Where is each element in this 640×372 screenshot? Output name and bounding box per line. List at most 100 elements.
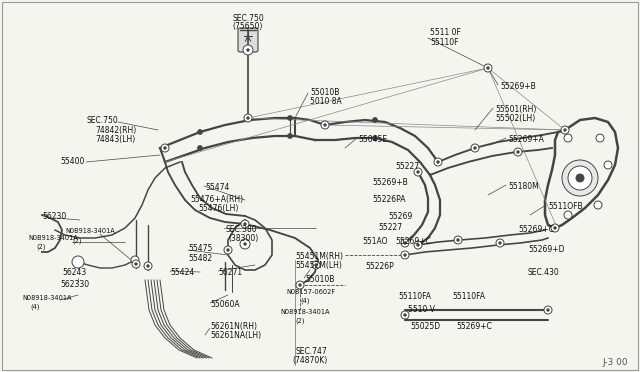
Circle shape bbox=[244, 114, 252, 122]
Circle shape bbox=[562, 160, 598, 196]
Text: 55451M(RH): 55451M(RH) bbox=[295, 252, 343, 261]
Text: SEC.380: SEC.380 bbox=[225, 225, 257, 234]
Circle shape bbox=[135, 263, 137, 265]
Text: 55482: 55482 bbox=[188, 254, 212, 263]
Circle shape bbox=[287, 134, 292, 138]
Circle shape bbox=[417, 244, 419, 246]
Text: N08157-0602F: N08157-0602F bbox=[286, 289, 335, 295]
Circle shape bbox=[474, 147, 476, 149]
Text: 55269+C: 55269+C bbox=[395, 237, 431, 246]
Circle shape bbox=[596, 134, 604, 142]
Circle shape bbox=[404, 242, 406, 244]
Text: 74842(RH): 74842(RH) bbox=[95, 126, 136, 135]
Text: 5010 8A: 5010 8A bbox=[310, 97, 342, 106]
Text: 5511OFB: 5511OFB bbox=[548, 202, 582, 211]
Circle shape bbox=[247, 49, 249, 51]
Circle shape bbox=[227, 249, 229, 251]
Text: SEC.750: SEC.750 bbox=[86, 116, 118, 125]
Circle shape bbox=[568, 166, 592, 190]
Text: 55269+C: 55269+C bbox=[456, 322, 492, 331]
Circle shape bbox=[296, 281, 304, 289]
Circle shape bbox=[404, 314, 406, 316]
Text: (2): (2) bbox=[36, 244, 45, 250]
Text: 55110F: 55110F bbox=[430, 38, 458, 47]
Circle shape bbox=[471, 144, 479, 152]
Circle shape bbox=[576, 174, 584, 182]
Text: 55226PA: 55226PA bbox=[372, 195, 406, 204]
Text: 55269+C: 55269+C bbox=[518, 225, 554, 234]
Text: 55227: 55227 bbox=[378, 223, 402, 232]
Circle shape bbox=[324, 124, 326, 126]
Circle shape bbox=[299, 284, 301, 286]
Text: 74843(LH): 74843(LH) bbox=[95, 135, 135, 144]
Text: (38300): (38300) bbox=[228, 234, 259, 243]
Text: (74870K): (74870K) bbox=[292, 356, 327, 365]
Circle shape bbox=[554, 227, 556, 229]
Circle shape bbox=[72, 256, 84, 268]
Circle shape bbox=[401, 251, 409, 259]
Text: N08918-3401A: N08918-3401A bbox=[22, 295, 72, 301]
Text: 551AO: 551AO bbox=[362, 237, 387, 246]
Circle shape bbox=[315, 264, 317, 266]
Text: 55400: 55400 bbox=[61, 157, 85, 167]
Circle shape bbox=[240, 239, 250, 249]
Circle shape bbox=[247, 117, 249, 119]
Circle shape bbox=[132, 260, 140, 268]
Circle shape bbox=[517, 151, 519, 153]
Text: (2): (2) bbox=[295, 318, 305, 324]
Circle shape bbox=[312, 261, 320, 269]
Circle shape bbox=[414, 168, 422, 176]
Circle shape bbox=[514, 148, 522, 156]
Circle shape bbox=[372, 118, 378, 122]
Text: 55269: 55269 bbox=[388, 212, 412, 221]
Text: (2): (2) bbox=[72, 237, 81, 244]
Text: (75650): (75650) bbox=[233, 22, 263, 31]
Circle shape bbox=[487, 67, 489, 69]
Circle shape bbox=[404, 254, 406, 256]
Text: 55501(RH): 55501(RH) bbox=[495, 105, 536, 114]
Text: 55476(LH): 55476(LH) bbox=[198, 204, 238, 213]
Text: 55110FA: 55110FA bbox=[452, 292, 485, 301]
Circle shape bbox=[131, 256, 139, 264]
Text: 55025D: 55025D bbox=[410, 322, 440, 331]
Text: 55269+D: 55269+D bbox=[528, 245, 564, 254]
Text: (4): (4) bbox=[30, 304, 40, 311]
Circle shape bbox=[287, 115, 292, 121]
Text: 55476+A(RH): 55476+A(RH) bbox=[190, 195, 243, 204]
Text: 56261N(RH): 56261N(RH) bbox=[210, 322, 257, 331]
Circle shape bbox=[434, 158, 442, 166]
Circle shape bbox=[496, 239, 504, 247]
Text: N08918-3401A: N08918-3401A bbox=[280, 309, 330, 315]
Text: 56271: 56271 bbox=[218, 268, 242, 277]
Text: 55502(LH): 55502(LH) bbox=[495, 114, 535, 123]
Text: SEC.750: SEC.750 bbox=[232, 14, 264, 23]
Text: 55010B: 55010B bbox=[305, 275, 334, 284]
Circle shape bbox=[401, 239, 409, 247]
Circle shape bbox=[484, 64, 492, 72]
Text: 55474: 55474 bbox=[205, 183, 229, 192]
Circle shape bbox=[417, 171, 419, 173]
Text: 55060A: 55060A bbox=[210, 300, 239, 309]
Circle shape bbox=[551, 224, 559, 232]
Text: 55180M: 55180M bbox=[508, 182, 539, 191]
Text: SEC.430: SEC.430 bbox=[528, 268, 560, 277]
Circle shape bbox=[198, 129, 202, 135]
Text: 56261NA(LH): 56261NA(LH) bbox=[210, 331, 261, 340]
Circle shape bbox=[241, 220, 249, 228]
Text: 56243: 56243 bbox=[62, 268, 86, 277]
Circle shape bbox=[564, 211, 572, 219]
Circle shape bbox=[372, 135, 378, 141]
Circle shape bbox=[436, 161, 439, 163]
Text: 56230: 56230 bbox=[42, 212, 67, 221]
Text: (4): (4) bbox=[300, 298, 310, 305]
Circle shape bbox=[414, 241, 422, 249]
Text: 55110FA: 55110FA bbox=[398, 292, 431, 301]
Text: 55424: 55424 bbox=[170, 268, 195, 277]
Text: 5510 V: 5510 V bbox=[408, 305, 435, 314]
Circle shape bbox=[164, 147, 166, 149]
Circle shape bbox=[243, 45, 253, 55]
Circle shape bbox=[244, 243, 246, 245]
Text: 55452M(LH): 55452M(LH) bbox=[295, 261, 342, 270]
Text: 55269+A: 55269+A bbox=[508, 135, 544, 144]
Text: J-3 00: J-3 00 bbox=[602, 358, 628, 367]
